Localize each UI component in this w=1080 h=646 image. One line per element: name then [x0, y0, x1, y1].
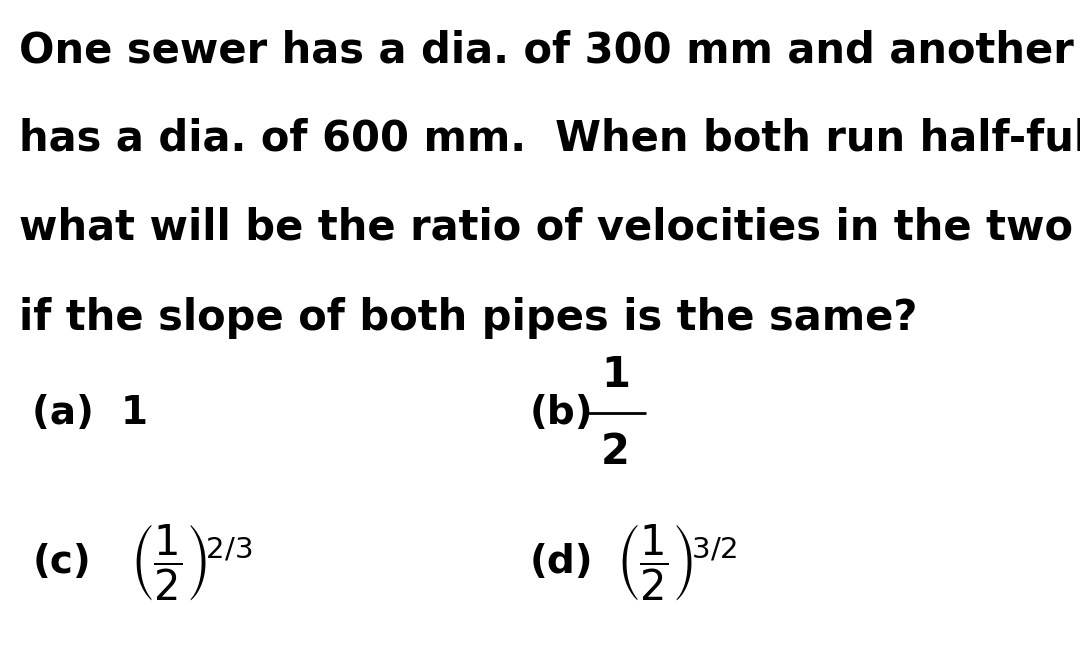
Text: if the slope of both pipes is the same?: if the slope of both pipes is the same? — [19, 297, 918, 339]
Text: has a dia. of 600 mm.  When both run half-full,: has a dia. of 600 mm. When both run half… — [19, 118, 1080, 160]
Text: 1: 1 — [602, 353, 630, 396]
Text: what will be the ratio of velocities in the two pipes: what will be the ratio of velocities in … — [19, 207, 1080, 249]
Text: (a)  1: (a) 1 — [32, 395, 148, 432]
Text: (b): (b) — [529, 395, 593, 432]
Text: 2: 2 — [602, 431, 630, 474]
Text: $\left(\dfrac{1}{2}\right)^{\!3/2}$: $\left(\dfrac{1}{2}\right)^{\!3/2}$ — [616, 521, 737, 603]
Text: $\left(\dfrac{1}{2}\right)^{\!2/3}$: $\left(\dfrac{1}{2}\right)^{\!2/3}$ — [130, 521, 253, 603]
Text: (c): (c) — [32, 543, 91, 581]
Text: One sewer has a dia. of 300 mm and another one: One sewer has a dia. of 300 mm and anoth… — [19, 29, 1080, 71]
Text: (d): (d) — [529, 543, 593, 581]
